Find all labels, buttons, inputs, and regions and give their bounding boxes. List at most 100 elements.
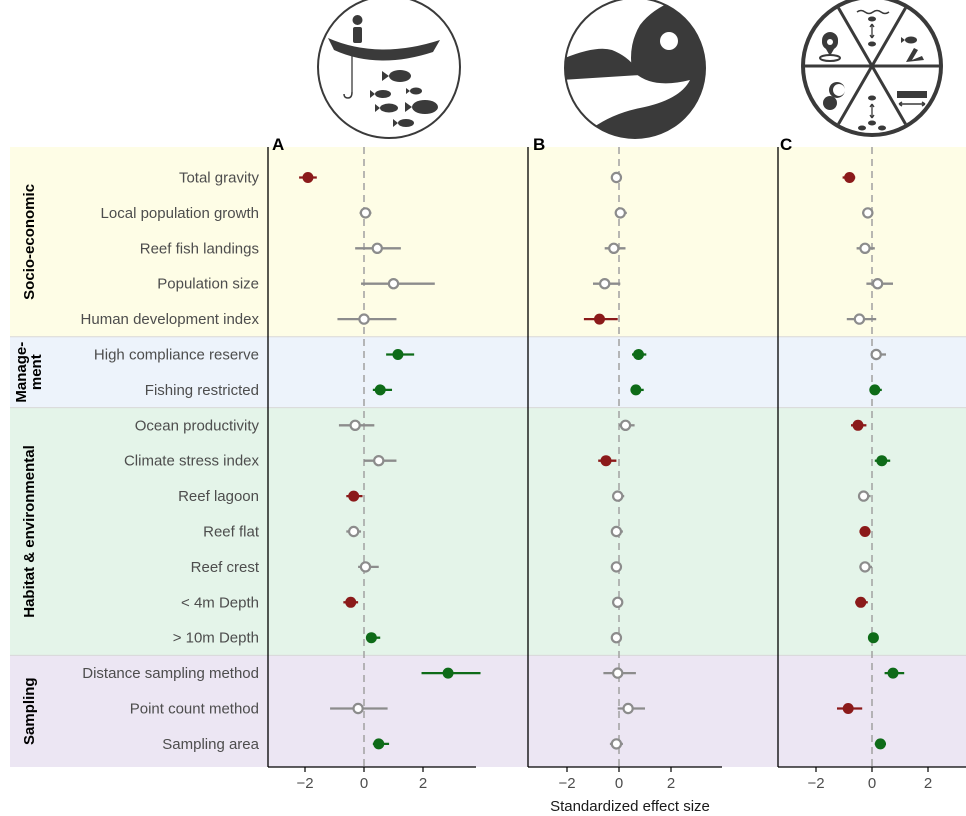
estimate-point (614, 207, 627, 219)
estimate-point (862, 207, 874, 219)
estimate-point (442, 667, 454, 679)
panel-letter-a: A (272, 135, 284, 154)
estimate-point (594, 313, 605, 325)
row-label: Human development index (81, 311, 260, 328)
group-label-line: Habitat & environmental (21, 445, 38, 618)
estimate-point (371, 242, 383, 254)
row-label: < 4m Depth (181, 594, 259, 611)
band-socio-economic (10, 147, 966, 337)
estimate-point (349, 419, 361, 431)
panel-letter-c: C (780, 135, 792, 154)
x-axis-label: Standardized effect size (550, 798, 710, 815)
estimate-point (374, 384, 386, 396)
estimate-point (869, 384, 881, 396)
estimate-point (633, 349, 644, 360)
group-label-line: Sampling (21, 677, 38, 745)
x-tick-label: 0 (615, 775, 623, 792)
panel-b: −2 0 2 (527, 147, 722, 792)
estimate-point (842, 703, 854, 714)
estimate-point (871, 278, 884, 290)
estimate-point (348, 490, 360, 502)
band-management (10, 336, 966, 408)
estimate-point (365, 632, 377, 644)
estimate-point (302, 172, 314, 183)
estimate-point (859, 526, 871, 537)
estimate-point (857, 490, 870, 502)
estimate-point (844, 172, 856, 183)
estimate-point (887, 667, 899, 679)
x-tick-label: −2 (296, 775, 313, 792)
x-tick-label: −2 (807, 775, 824, 792)
estimate-point (359, 207, 372, 219)
group-label-line: Socio-economic (21, 184, 38, 300)
row-label: Reef lagoon (178, 488, 259, 505)
row-label: Ocean productivity (135, 417, 260, 434)
estimate-point (608, 242, 620, 254)
panels: −2 0 2 −2 0 2 −2 0 2 (267, 147, 966, 792)
estimate-point (612, 490, 624, 502)
band-habitat-environmental (10, 407, 966, 656)
estimate-point (599, 278, 611, 290)
estimate-point (600, 455, 612, 467)
estimate-point (859, 242, 871, 254)
row-label: Reef fish landings (140, 240, 259, 257)
group-label-habitat-environmental: Habitat & environmental (21, 445, 38, 618)
estimate-point (612, 667, 624, 679)
x-tick-label: 0 (868, 775, 876, 792)
row-label: Climate stress index (124, 453, 260, 470)
row-label: High compliance reserve (94, 347, 259, 364)
estimate-point (387, 278, 400, 290)
estimate-point (610, 561, 623, 573)
function-wheel-icon (801, 0, 943, 137)
estimate-point (859, 561, 871, 573)
row-label: Point count method (130, 701, 259, 718)
group-bands (10, 147, 966, 767)
estimate-point (874, 738, 886, 750)
group-label-line: ment (28, 354, 45, 390)
group-label-line: Manage- (13, 342, 30, 403)
group-labels: Socio-economic Manage-ment Habitat & envir… (13, 184, 45, 745)
panel-letter-b: B (533, 135, 545, 154)
estimate-point (610, 171, 623, 184)
group-label-sampling: Sampling (21, 677, 38, 745)
row-label: Sampling area (162, 736, 259, 753)
estimate-point (347, 525, 360, 538)
x-tick-label: 2 (419, 775, 427, 792)
estimate-point (359, 561, 372, 573)
estimate-point (622, 702, 634, 715)
estimate-point (345, 596, 357, 608)
x-tick-label: 2 (667, 775, 675, 792)
estimate-point (853, 313, 866, 325)
estimate-point (876, 455, 888, 467)
row-label: Distance sampling method (82, 665, 259, 682)
estimate-point (392, 349, 404, 360)
row-label: Fishing restricted (145, 382, 259, 399)
estimate-point (612, 596, 624, 609)
estimate-point (352, 702, 364, 715)
row-label: Local population growth (101, 205, 259, 222)
x-tick-label: 2 (924, 775, 932, 792)
estimate-point (610, 738, 623, 750)
x-tick-label: −2 (558, 775, 575, 792)
fish-head-icon (564, 0, 706, 139)
estimate-point (852, 419, 864, 431)
estimate-point (373, 738, 385, 750)
estimate-point (610, 525, 623, 538)
estimate-point (855, 596, 867, 608)
estimate-point (610, 632, 623, 644)
group-label-socio-economic: Socio-economic (21, 184, 38, 300)
estimate-point (630, 384, 642, 396)
estimate-point (373, 455, 385, 467)
estimate-point (619, 419, 632, 431)
group-label-management: Manage-ment (13, 342, 45, 403)
panel-a: −2 0 2 (267, 147, 481, 792)
fishing-boat-icon (317, 0, 461, 139)
row-label: Total gravity (179, 170, 260, 187)
estimate-point (358, 313, 370, 325)
row-label: > 10m Depth (173, 630, 259, 647)
x-tick-label: 0 (360, 775, 368, 792)
row-label: Reef crest (191, 559, 260, 576)
band-sampling (10, 655, 966, 767)
estimate-point (870, 348, 882, 361)
